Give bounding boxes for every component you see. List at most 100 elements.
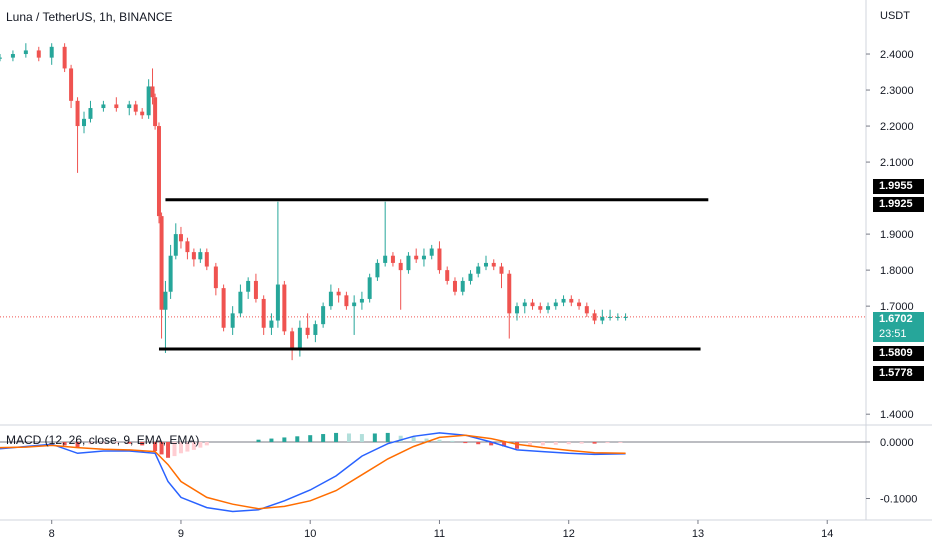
price-tick-label: 2.4000 [880, 49, 914, 61]
candle-down [437, 248, 442, 271]
macd-tick-label: -0.1000 [880, 494, 917, 506]
price-tick-label: 2.3000 [880, 85, 914, 97]
macd-histogram-bar [114, 441, 119, 444]
macd-histogram-bar [334, 432, 339, 442]
candle-up [146, 86, 151, 116]
macd-histogram-bar [618, 441, 623, 443]
macd-histogram-bar [411, 436, 416, 442]
candle-down [584, 306, 589, 314]
macd-histogram-bar [178, 441, 183, 454]
macd-histogram-bar [463, 441, 468, 444]
time-tick-label: 11 [434, 528, 445, 540]
candle-down [114, 104, 119, 109]
candles-layer [0, 43, 628, 361]
candle-up [198, 252, 203, 260]
candle-up [163, 291, 168, 310]
candle-up [615, 316, 620, 318]
macd-histogram-bar [321, 434, 326, 442]
time-tick-label: 12 [563, 528, 575, 540]
candle-down [390, 255, 395, 263]
candle-down [398, 262, 403, 271]
macd-histogram-bar [191, 441, 196, 450]
candle-up [553, 302, 558, 307]
candle-down [445, 270, 450, 281]
candle-up [49, 46, 54, 58]
macd-histogram-bar [502, 441, 507, 447]
candle-down [253, 280, 258, 299]
chart-grid [0, 0, 932, 521]
macd-histogram-bar [398, 435, 403, 442]
candle-up [515, 306, 520, 314]
macd-histogram-bar [566, 441, 571, 445]
macd-histogram-bar [101, 441, 106, 444]
candle-down [75, 100, 80, 127]
candle-down [213, 266, 218, 289]
candle-up [608, 316, 613, 318]
candle-down [452, 280, 457, 292]
candle-down [178, 234, 183, 242]
candle-up [383, 255, 388, 263]
macd-histogram-bar [437, 439, 442, 442]
macd-histogram-bar [515, 441, 520, 449]
candle-up [468, 273, 473, 281]
price-tag-lower-a: 1.5809 [873, 346, 924, 361]
price-tick-label: 2.2000 [880, 121, 914, 133]
price-tick-label: 1.7000 [880, 301, 914, 313]
candle-up [23, 50, 28, 55]
candle-up [623, 316, 628, 318]
candle-down [336, 291, 341, 296]
candle-down [491, 262, 496, 267]
candle-up [483, 262, 488, 267]
candle-up [10, 54, 15, 58]
price-tag-upper-b: 1.9925 [873, 197, 924, 212]
candle-up [238, 291, 243, 314]
price-tick-label: 1.4000 [880, 409, 914, 421]
candle-up [406, 255, 411, 271]
candle-countdown: 23:51 [873, 327, 924, 342]
candle-up [313, 324, 318, 335]
candle-up [173, 234, 178, 256]
candle-up [168, 255, 173, 292]
macd-histogram-bar [308, 435, 313, 442]
candle-up [275, 284, 280, 321]
time-tick-label: 13 [692, 528, 704, 540]
candle-up [460, 280, 465, 292]
candle-down [569, 298, 574, 303]
macd-histogram-bar [256, 439, 261, 442]
signal-line [0, 434, 626, 510]
candle-down [305, 327, 310, 335]
time-tick-label: 10 [304, 528, 316, 540]
macd-histogram-bar [476, 441, 481, 445]
macd-histogram-bar [282, 437, 287, 442]
candle-up [561, 298, 566, 303]
candle-up [546, 306, 551, 310]
macd-histogram-bar [359, 434, 364, 442]
macd-histogram-bar [450, 440, 455, 442]
macd-histogram-bar [185, 441, 190, 452]
drawn-levels[interactable] [158, 198, 709, 351]
macd-histogram-bar [88, 441, 93, 445]
macd-histogram-bar [540, 441, 545, 446]
macd-histogram-bar [153, 441, 158, 452]
candle-up [321, 306, 326, 325]
candle-down [133, 104, 138, 112]
candle-up [352, 302, 357, 307]
candle-down [414, 255, 419, 260]
candle-up [359, 298, 364, 303]
candle-down [62, 46, 67, 69]
macd-histogram-bar [372, 433, 377, 442]
time-tick-label: 9 [178, 528, 184, 540]
macd-histogram-bar [605, 441, 610, 444]
macd-histogram-bar [592, 441, 597, 444]
candle-down [153, 97, 158, 127]
candle-down [140, 111, 145, 116]
candle-down [204, 252, 209, 267]
candle-down [592, 313, 597, 321]
axis-unit: USDT [880, 10, 910, 22]
candle-down [221, 288, 226, 328]
time-tick-label: 14 [821, 528, 833, 540]
candle-up [82, 118, 87, 127]
macd-histogram-bar [204, 441, 209, 446]
candle-up [476, 266, 481, 274]
